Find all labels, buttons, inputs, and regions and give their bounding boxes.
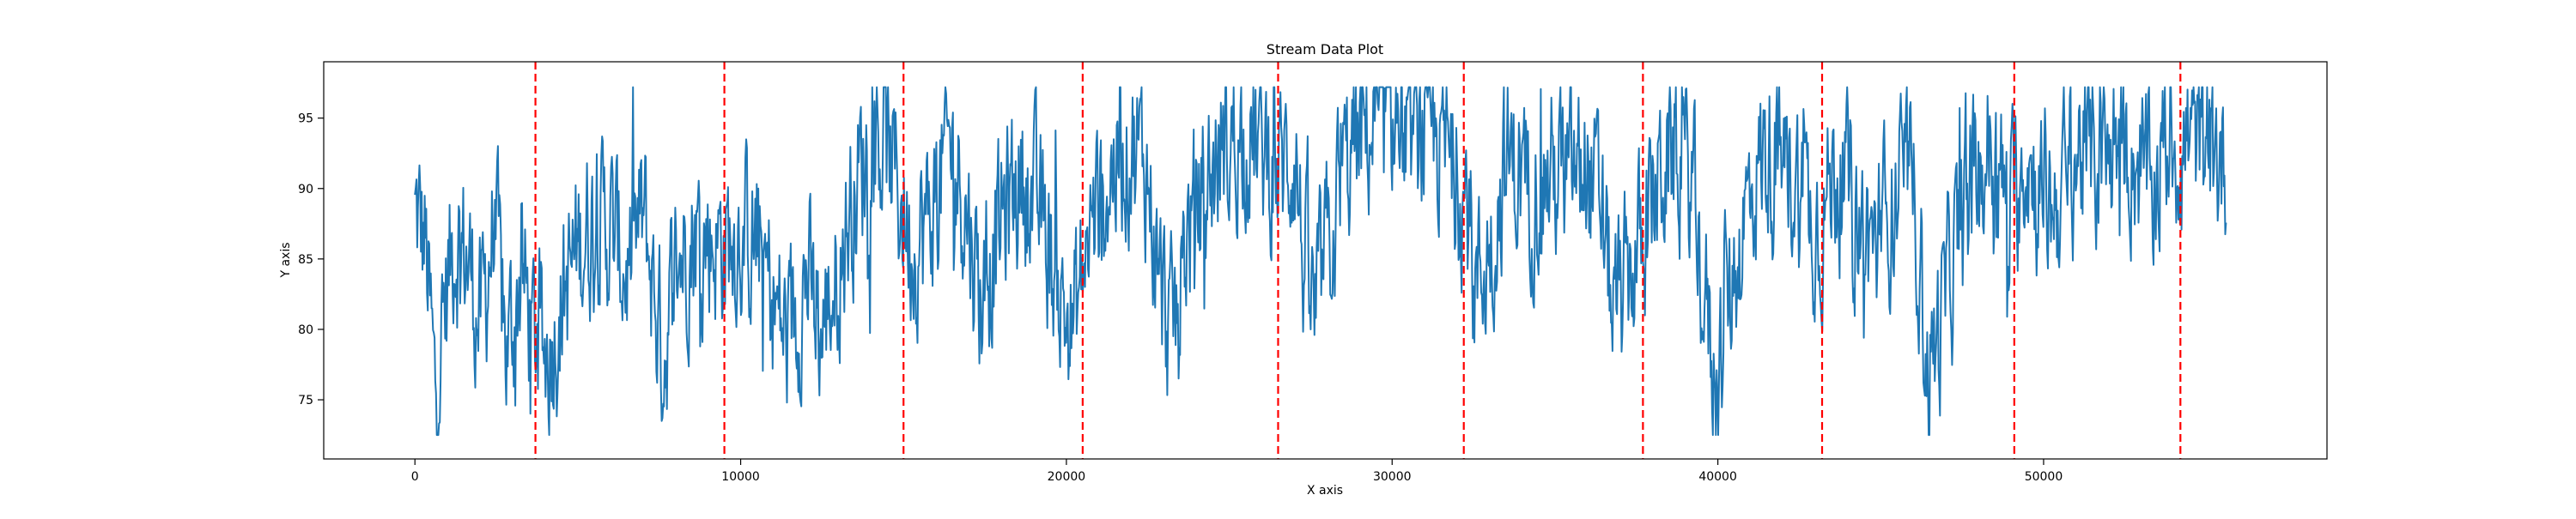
vertical-marker-layer xyxy=(534,62,2182,459)
x-tick-label: 40000 xyxy=(1698,470,1737,484)
y-axis-label: Y axis xyxy=(279,242,293,278)
series-line-0 xyxy=(414,86,2227,437)
x-tick-label: 30000 xyxy=(1373,470,1412,484)
y-tick-label: 80 xyxy=(298,323,313,337)
x-tick-label: 50000 xyxy=(2025,470,2063,484)
chart-title: Stream Data Plot xyxy=(1267,41,1383,57)
y-tick-label: 90 xyxy=(298,183,313,196)
axes-frame xyxy=(323,61,2328,460)
x-tick-label: 0 xyxy=(411,470,419,484)
x-tick-label: 10000 xyxy=(721,470,760,484)
x-axis-ticks: 0 10000 20000 30000 40000 50000 xyxy=(411,459,2063,484)
y-tick-label: 75 xyxy=(298,394,313,407)
plot-area xyxy=(323,61,2328,460)
y-tick-label: 85 xyxy=(298,253,313,267)
x-axis-label: X axis xyxy=(1307,484,1343,498)
x-tick-label: 20000 xyxy=(1048,470,1086,484)
y-tick-label: 95 xyxy=(298,112,313,126)
y-axis-ticks: 75 80 85 90 95 xyxy=(298,112,324,407)
series-layer xyxy=(414,86,2227,437)
